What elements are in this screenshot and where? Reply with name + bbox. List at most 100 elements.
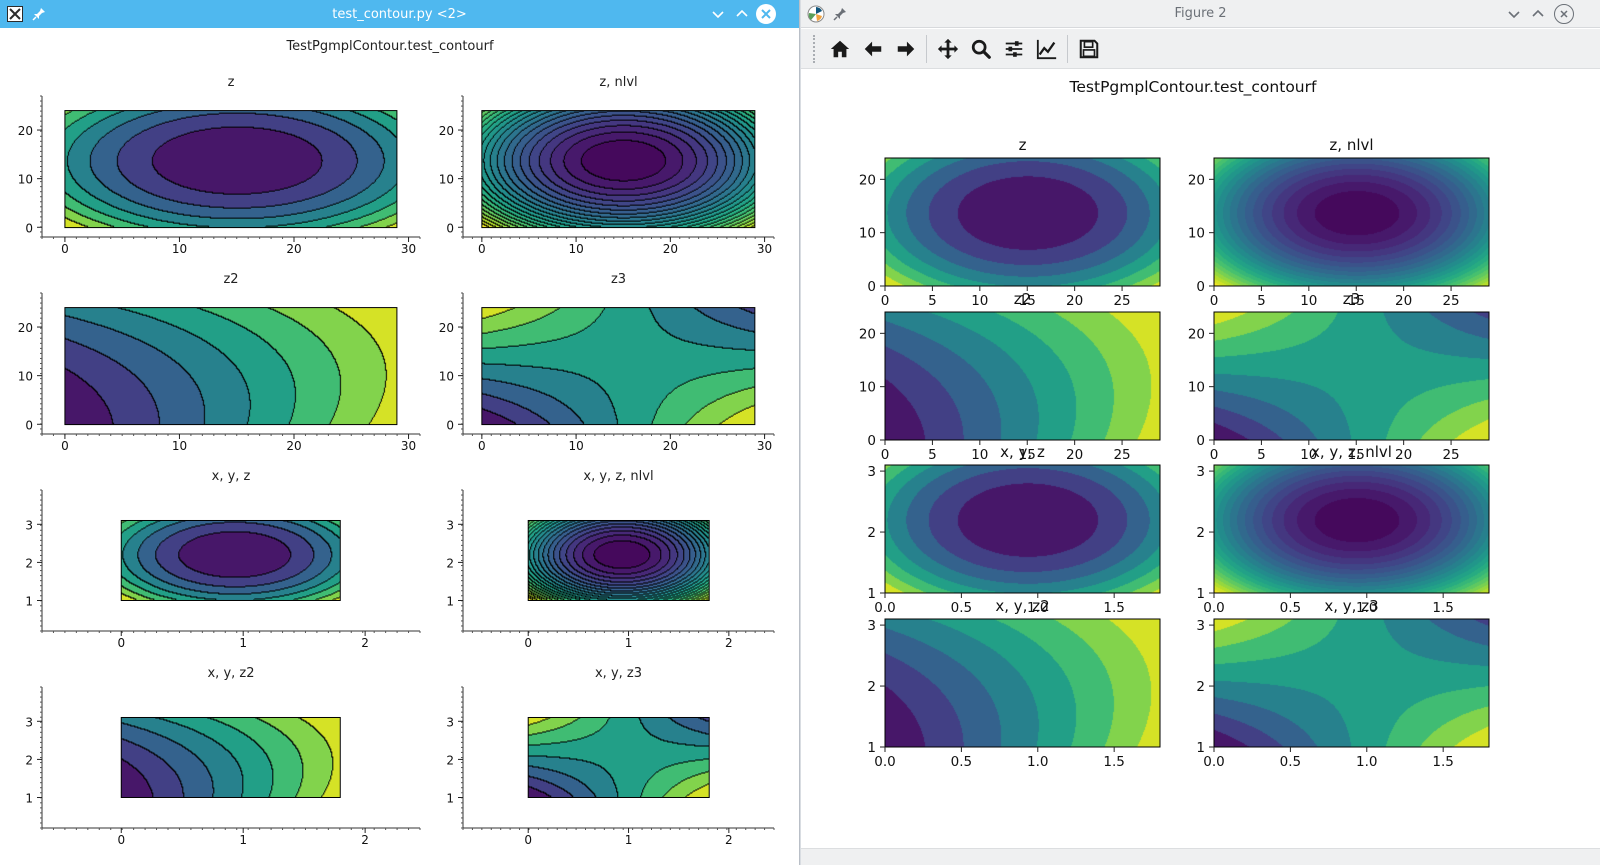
contour-boundary [120,716,341,798]
plot-x-y-z-nlvl[interactable]: x, y, z, nlvl 0.0 0.5 1.0 1.5 1 2 3 [1196,443,1490,616]
y-tick-label: 20 [18,124,33,138]
plot-x-y-z3[interactable]: x, y, z3 0.0 0.5 1.0 1.5 1 2 3 [1196,597,1490,770]
pgmpl-window[interactable]: test_contour.py <2> TestPgmplContour.tes… [0,0,800,865]
x-tick-label: 0 [117,636,125,650]
x-tick-label: 0.5 [951,754,972,770]
y-tick-label: 3 [446,518,454,532]
plot-title: z2 [1014,290,1031,308]
maximize-icon[interactable] [732,4,752,24]
contour-fill [1214,619,1489,747]
back-icon[interactable] [856,33,889,65]
save-icon[interactable] [1072,33,1105,65]
configure-subplots-icon[interactable] [997,33,1030,65]
y-tick-label: 10 [1188,380,1205,396]
y-tick-label: 10 [439,370,454,384]
close-icon[interactable] [1554,4,1574,24]
x-tick-label: 1 [239,636,247,650]
home-icon[interactable] [823,33,856,65]
x-tick-label: 0.0 [1203,600,1224,616]
pan-icon[interactable] [931,33,964,65]
maximize-icon[interactable] [1528,4,1548,24]
y-tick-label: 20 [859,172,876,188]
figure-suptitle: TestPgmplContour.test_contourf [1069,78,1317,97]
plot-x-y-z[interactable]: x, y, z 0 1 2 1 2 3 [25,469,421,650]
x-tick-label: 20 [663,242,678,256]
plot-title: z, nlvl [599,75,637,90]
plot-z2[interactable]: z2 0 10 20 30 0 10 20 [18,272,421,453]
x-tick-label: 0.0 [874,600,895,616]
x-tick-label: 15 [1019,447,1036,463]
plot-x-y-z2[interactable]: x, y, z2 0.0 0.5 1.0 1.5 1 2 3 [867,597,1161,770]
x-tick-label: 0.5 [1280,600,1301,616]
plot-x-y-z-nlvl[interactable]: x, y, z, nlvl 0 1 2 1 2 3 [446,469,775,650]
plot-z3[interactable]: z3 0 10 20 30 0 10 20 [439,272,775,453]
y-tick-label: 2 [1196,525,1205,541]
y-tick-label: 1 [25,595,33,609]
close-icon[interactable] [756,4,776,24]
x-icon[interactable] [5,4,25,24]
y-tick-label: 20 [439,321,454,335]
x-tick-label: 1.0 [1356,600,1377,616]
minimize-icon[interactable] [708,4,728,24]
window-titlebar[interactable]: Figure 2 [801,0,1600,28]
figure-canvas[interactable]: TestPgmplContour.test_contourf z0 5 10 15 20… [801,70,1600,847]
pin-icon[interactable] [830,4,850,24]
axes-frame [884,157,1161,287]
plot-x-y-z2[interactable]: x, y, z2 0 1 2 1 2 3 [25,666,421,847]
x-tick-label: 30 [757,439,772,453]
x-tick-label: 25 [1113,293,1130,309]
y-tick-label: 1 [867,740,876,756]
window-titlebar[interactable]: test_contour.py <2> [0,0,799,28]
plot-z[interactable]: z 0 10 20 30 0 10 20 [18,75,421,256]
plot-z-nlvl[interactable]: z, nlvl 0 10 20 30 0 10 20 [439,75,775,256]
matplotlib-icon[interactable] [806,4,826,24]
plot-title: x, y, z3 [595,666,642,681]
plot-z2[interactable]: z2 0 5 10 15 20 25 0 10 20 [859,290,1161,463]
contour-fill [1214,465,1489,593]
y-tick-label: 2 [867,525,876,541]
toolbar-grip[interactable] [813,34,817,63]
x-tick-label: 15 [1348,447,1365,463]
plot-title: z2 [223,272,238,287]
contour-fill [64,110,397,228]
axes-frame [1213,464,1490,594]
y-tick-label: 0 [25,418,33,432]
plot-title: z3 [611,272,626,287]
plot-z3[interactable]: z3 0 5 10 15 20 25 0 10 20 [1188,290,1490,463]
zoom-icon[interactable] [964,33,997,65]
x-tick-label: 2 [361,636,369,650]
edit-axes-icon[interactable] [1030,33,1063,65]
pin-icon[interactable] [29,4,49,24]
plot-title: z [228,75,235,90]
plot-x-y-z[interactable]: x, y, z 0.0 0.5 1.0 1.5 1 2 3 [867,443,1161,616]
plot-z[interactable]: z 0 5 10 15 20 25 0 10 20 [859,136,1161,309]
x-tick-label: 2 [725,636,733,650]
x-tick-label: 30 [401,439,416,453]
x-tick-label: 20 [663,439,678,453]
x-tick-label: 5 [1257,447,1266,463]
plot-title: x, y, z [212,469,251,484]
x-tick-label: 1.0 [1356,754,1377,770]
contour-fill [885,465,1160,593]
x-tick-label: 30 [401,242,416,256]
x-tick-label: 20 [286,242,301,256]
plot-x-y-z3[interactable]: x, y, z3 0 1 2 1 2 3 [446,666,775,847]
contour-boundary [527,519,710,601]
x-tick-label: 1.5 [1432,600,1453,616]
contour-fill [528,717,710,798]
matplotlib-window[interactable]: Figure 2 [801,0,1600,865]
x-tick-label: 0 [1210,293,1219,309]
plot-title: x, y, z3 [1324,597,1378,615]
forward-icon[interactable] [889,33,922,65]
axes-frame [884,311,1161,441]
axes-frame [1213,618,1490,748]
x-tick-label: 1.5 [1103,600,1124,616]
plot-title: z [1019,136,1027,154]
window-title: test_contour.py <2> [332,6,467,22]
figure-canvas[interactable]: TestPgmplContour.test_contourf z0 10 20 300… [0,28,784,865]
x-tick-label: 5 [928,293,937,309]
minimize-icon[interactable] [1504,4,1524,24]
plot-z-nlvl[interactable]: z, nlvl 0 5 10 15 20 25 0 10 20 [1188,136,1490,309]
y-tick-label: 0 [867,279,876,295]
contour-boundary [64,307,398,426]
